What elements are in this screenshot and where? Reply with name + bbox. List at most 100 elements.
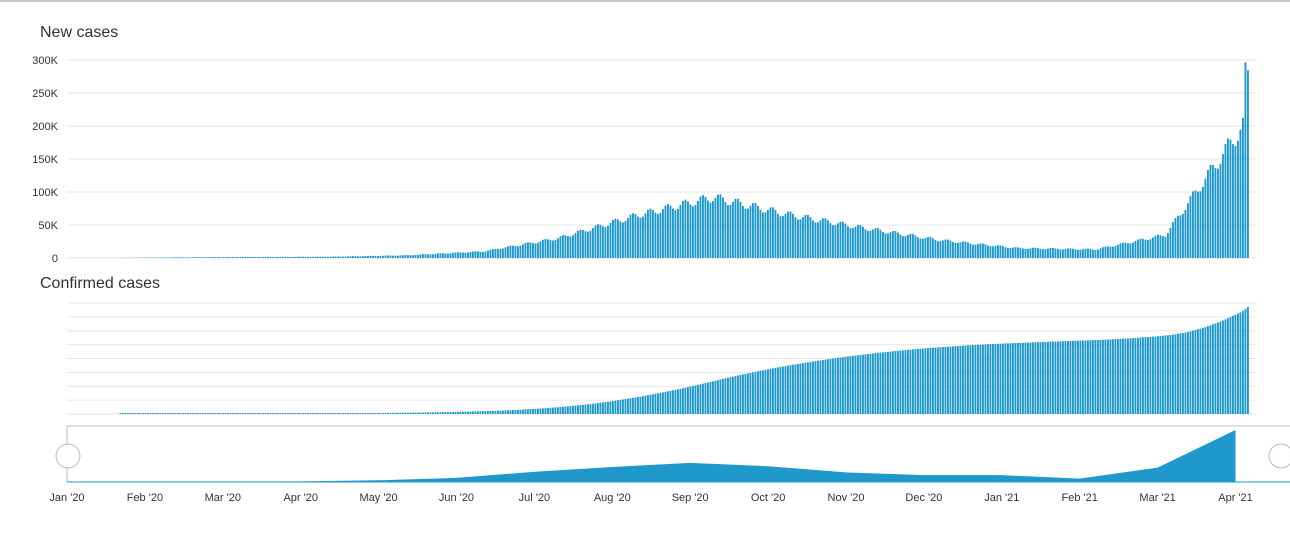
confirmed-cases-bar xyxy=(849,356,852,414)
new-cases-bar xyxy=(159,257,162,258)
confirmed-cases-bar xyxy=(334,413,337,414)
new-cases-bar xyxy=(1034,247,1037,258)
confirmed-cases-bar xyxy=(657,393,659,414)
confirmed-cases-bar xyxy=(1187,331,1189,414)
confirmed-cases-bar xyxy=(397,412,399,414)
new-cases-bar xyxy=(1164,236,1167,258)
new-cases-bar xyxy=(1112,246,1114,258)
new-cases-bar xyxy=(409,255,412,258)
confirmed-cases-bar xyxy=(542,408,544,414)
new-cases-bar xyxy=(344,256,347,258)
confirmed-cases-bar xyxy=(809,361,812,414)
confirmed-cases-bar xyxy=(1009,343,1012,414)
new-cases-bar xyxy=(687,201,689,258)
new-cases-bar xyxy=(547,239,549,258)
confirmed-cases-bar xyxy=(772,368,774,414)
new-cases-bar xyxy=(1174,217,1177,258)
confirmed-cases-bar xyxy=(1152,336,1154,414)
confirmed-cases-bar xyxy=(319,413,322,414)
confirmed-cases-bar xyxy=(499,410,502,414)
confirmed-cases-bar xyxy=(912,349,914,414)
confirmed-cases-bar xyxy=(452,411,454,414)
confirmed-cases-bar xyxy=(737,375,739,414)
confirmed-cases-bar xyxy=(359,413,362,414)
confirmed-cases-bar xyxy=(682,388,684,414)
new-cases-bar xyxy=(1039,248,1042,258)
new-cases-bar xyxy=(514,246,517,258)
confirmed-cases-bar xyxy=(569,406,572,414)
new-cases-bar xyxy=(427,254,429,258)
new-cases-bar xyxy=(269,256,272,258)
navigator[interactable] xyxy=(55,425,1290,483)
confirmed-cases-bar xyxy=(634,397,637,414)
new-cases-bar xyxy=(699,196,702,258)
new-cases-bar xyxy=(287,256,289,258)
navigator-left-handle[interactable] xyxy=(55,443,81,469)
confirmed-cases-bar xyxy=(744,373,747,414)
confirmed-cases-bar xyxy=(1052,341,1054,414)
new-cases-bar xyxy=(709,202,712,258)
confirmed-cases-bar xyxy=(1162,335,1164,414)
new-cases-bar xyxy=(1124,242,1127,258)
confirmed-cases-bar xyxy=(1179,333,1182,414)
confirmed-cases-bar xyxy=(1194,329,1197,414)
confirmed-cases-bar xyxy=(184,413,187,414)
confirmed-cases-bar xyxy=(1064,341,1067,414)
new-cases-bar xyxy=(829,223,832,258)
new-cases-bar xyxy=(789,211,792,258)
confirmed-cases-bar xyxy=(154,413,157,414)
new-cases-bar xyxy=(1077,249,1079,258)
y-tick-label: 50K xyxy=(38,220,58,232)
new-cases-bar xyxy=(929,237,932,258)
new-cases-bar xyxy=(197,257,199,258)
x-tick-label: Jul '20 xyxy=(519,492,550,504)
top-border xyxy=(0,0,1290,2)
confirmed-cases-bar xyxy=(507,410,509,414)
confirmed-cases-bar xyxy=(932,347,934,414)
confirmed-cases-bar xyxy=(942,347,944,414)
confirmed-cases-bar xyxy=(1207,326,1209,414)
new-cases-bar xyxy=(1059,249,1062,258)
confirmed-cases-bar xyxy=(477,411,479,414)
new-cases-bar xyxy=(639,217,642,258)
new-cases-bar xyxy=(1212,165,1214,258)
navigator-right-handle[interactable] xyxy=(1268,443,1290,469)
confirmed-cases-bar xyxy=(739,374,742,414)
new-cases-bar xyxy=(912,234,914,258)
confirmed-cases-bar xyxy=(564,406,567,414)
new-cases-bar xyxy=(817,222,819,258)
new-cases-bar xyxy=(1232,144,1234,258)
confirmed-cases-bar xyxy=(899,350,902,414)
confirmed-cases-bar xyxy=(1134,337,1137,414)
new-cases-bar xyxy=(469,252,472,258)
new-cases-bar xyxy=(847,226,849,258)
confirmed-cases-bar xyxy=(597,402,599,414)
confirmed-cases-bar xyxy=(1122,338,1124,414)
new-cases-bar xyxy=(472,251,474,258)
new-cases-bar xyxy=(842,221,844,258)
confirmed-cases-bar xyxy=(264,413,267,414)
new-cases-bar xyxy=(1017,247,1019,258)
confirmed-cases-bar xyxy=(247,413,249,414)
confirmed-cases-bar xyxy=(977,344,979,414)
new-cases-bar xyxy=(1099,248,1102,258)
confirmed-cases-bar xyxy=(127,413,129,414)
new-cases-bar xyxy=(977,244,979,258)
new-cases-bar xyxy=(314,256,317,258)
new-cases-bar xyxy=(352,256,354,258)
new-cases-bar xyxy=(767,209,769,258)
new-cases-bar xyxy=(992,246,994,258)
new-cases-bar xyxy=(549,240,552,258)
confirmed-cases-bar xyxy=(554,407,557,414)
new-cases-bar xyxy=(907,235,909,258)
new-cases-bar xyxy=(272,257,274,258)
new-cases-bar xyxy=(802,217,804,258)
confirmed-cases-bar xyxy=(207,413,209,414)
new-cases-bar xyxy=(612,220,614,258)
new-cases-bar xyxy=(804,215,807,258)
new-cases-bar xyxy=(482,251,484,258)
confirmed-cases-bar xyxy=(754,371,757,414)
confirmed-cases-bar xyxy=(417,412,419,414)
new-cases-bar xyxy=(1194,190,1197,258)
new-cases-bar xyxy=(1064,248,1067,258)
